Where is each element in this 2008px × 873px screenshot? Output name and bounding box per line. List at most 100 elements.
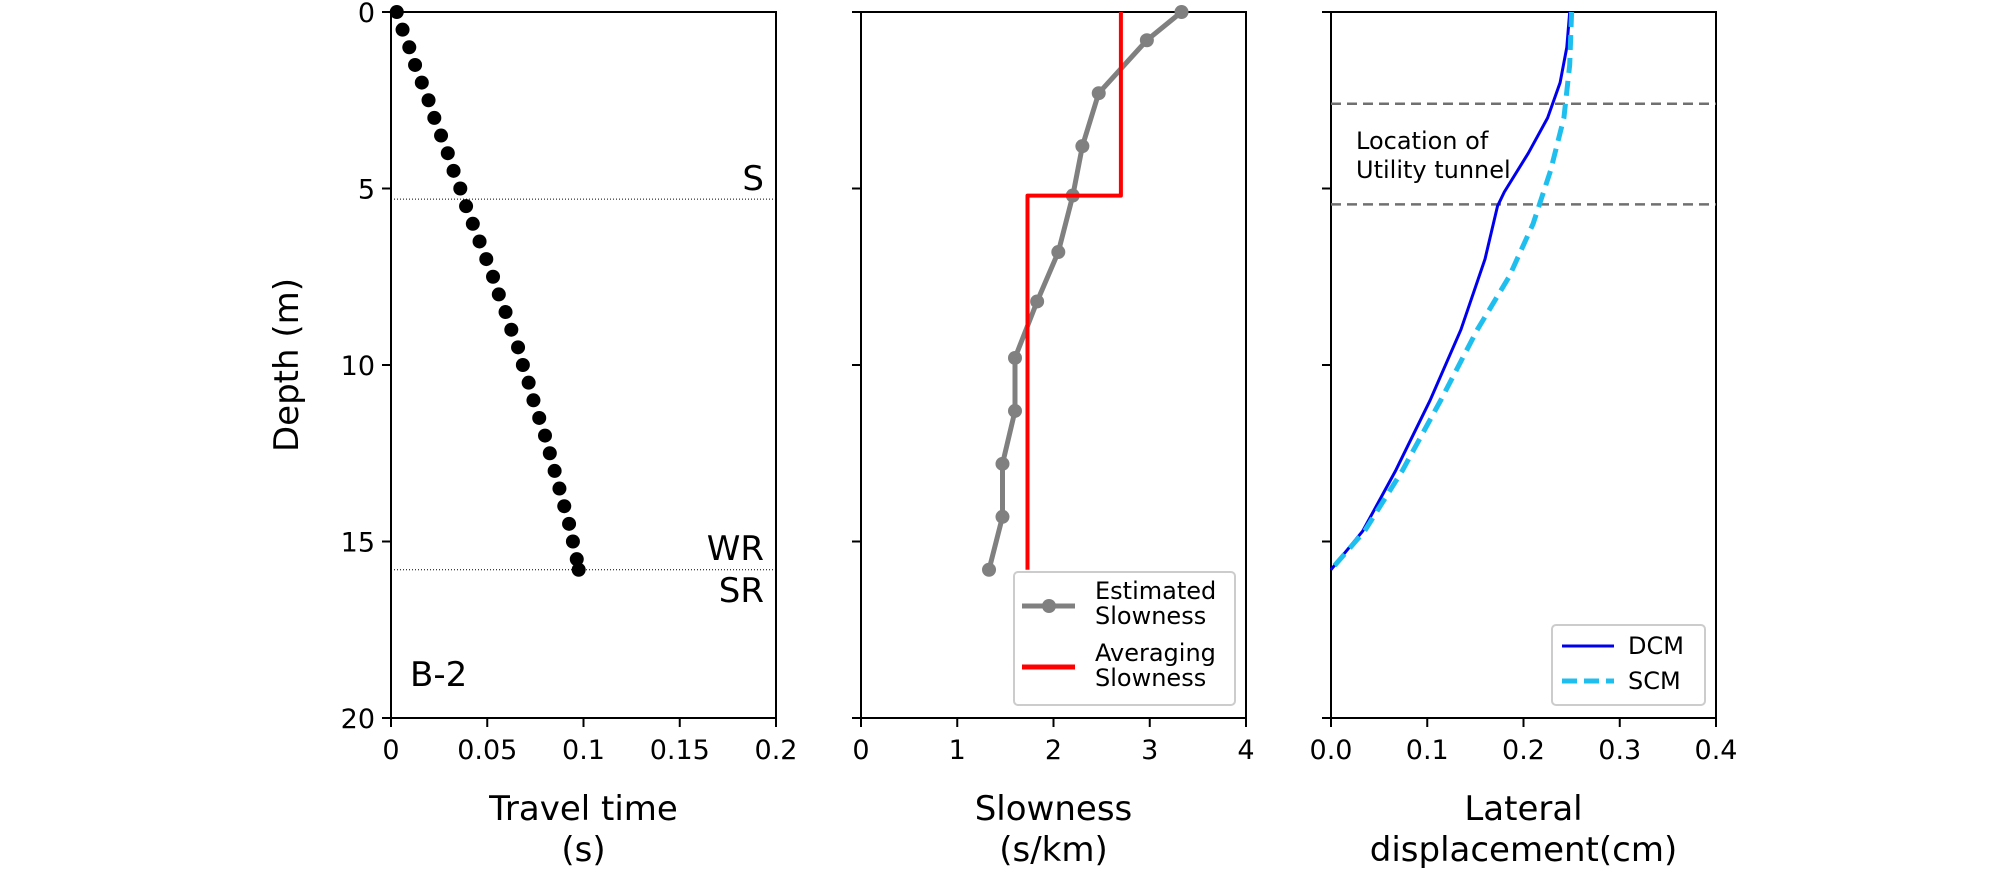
x-tick-label: 0.05 xyxy=(457,735,517,766)
data-point xyxy=(552,481,567,496)
series-line-scm xyxy=(1329,11,1575,572)
series-line-dcm xyxy=(1329,11,1572,571)
panel-1-reference-lines xyxy=(391,198,776,571)
series-line-averaging-slowness xyxy=(1025,12,1123,570)
panel-3-series xyxy=(1329,11,1575,572)
data-point xyxy=(486,269,501,284)
panel-1-x-axis-title: Travel time (s) xyxy=(488,789,678,870)
data-point xyxy=(542,446,557,461)
data-point xyxy=(491,287,506,302)
legend-label-scm: SCM xyxy=(1628,667,1681,695)
data-point xyxy=(511,340,526,355)
x-tick-label: 0.0 xyxy=(1310,735,1353,766)
panel-1-y-ticks: 0 5 10 15 20 xyxy=(341,0,391,735)
y-axis-title: Depth (m) xyxy=(267,278,307,452)
data-point xyxy=(982,562,997,577)
panel-travel-time: 0 0.05 0.1 0.15 0.2 0 5 10 15 20 S WR SR B-2 Tra… xyxy=(267,0,797,870)
data-point xyxy=(453,181,468,196)
data-point xyxy=(557,499,572,514)
panel-3-x-ticks: 0.0 0.1 0.2 0.3 0.4 xyxy=(1310,718,1738,766)
data-point xyxy=(1075,139,1090,154)
data-point xyxy=(414,75,429,90)
data-point xyxy=(408,57,423,72)
data-point xyxy=(479,252,494,267)
series-line-estimated-slowness xyxy=(986,10,1184,571)
x-tick-label: 0 xyxy=(852,735,869,766)
data-point xyxy=(526,393,541,408)
y-tick-label: 10 xyxy=(341,351,375,382)
annotation-utility-tunnel: Location of Utility tunnel xyxy=(1356,127,1511,184)
y-tick-label: 20 xyxy=(341,704,375,735)
legend-marker-estimated xyxy=(1042,599,1056,613)
data-point xyxy=(521,375,536,390)
data-point xyxy=(1091,86,1106,101)
data-point xyxy=(395,22,410,37)
y-tick-label: 0 xyxy=(358,0,375,29)
panel-2-legend: Estimated Slowness Averaging Slowness xyxy=(1013,571,1236,706)
x-tick-label: 2 xyxy=(1045,735,1062,766)
panel-2-x-axis-title: Slowness (s/km) xyxy=(975,789,1133,870)
x-tick-label: 3 xyxy=(1141,735,1158,766)
x-tick-label: 0 xyxy=(382,735,399,766)
panel-2-series xyxy=(982,5,1189,577)
panel-1-x-ticks: 0 0.05 0.1 0.15 0.2 xyxy=(382,718,797,766)
data-point xyxy=(1008,403,1022,418)
data-point xyxy=(440,146,455,161)
data-point xyxy=(571,562,586,577)
data-point xyxy=(472,234,487,249)
x-tick-label: 0.2 xyxy=(755,735,798,766)
data-point xyxy=(1051,245,1066,260)
panel-1-series xyxy=(389,5,586,577)
data-point xyxy=(532,410,547,425)
y-tick-label: 15 xyxy=(341,528,375,559)
data-point xyxy=(569,552,584,567)
annotation-sr: SR xyxy=(719,571,764,611)
x-tick-label: 0.2 xyxy=(1502,735,1545,766)
panel-2-x-ticks: 0 1 2 3 4 xyxy=(852,718,1255,766)
panel-3-reference-lines xyxy=(1331,102,1716,206)
data-point xyxy=(1008,350,1022,365)
x-tick-label: 4 xyxy=(1237,735,1254,766)
data-point xyxy=(565,534,580,549)
data-point xyxy=(1174,5,1189,19)
panel-1-frame xyxy=(390,11,777,719)
x-tick-label: 0.15 xyxy=(650,735,710,766)
data-point xyxy=(421,93,436,108)
x-tick-label: 1 xyxy=(949,735,966,766)
x-tick-label: 0.3 xyxy=(1598,735,1641,766)
panel-2-y-ticks xyxy=(852,11,861,719)
panel-lateral-displacement: 0.0 0.1 0.2 0.3 0.4 Location of Utility tunne… xyxy=(1310,11,1738,870)
x-tick-label: 0.1 xyxy=(1406,735,1449,766)
annotation-b2: B-2 xyxy=(410,655,467,695)
data-point xyxy=(995,456,1010,471)
data-point xyxy=(547,463,562,478)
data-point xyxy=(446,163,461,178)
legend-label-dcm: DCM xyxy=(1628,632,1684,660)
data-point xyxy=(465,216,480,231)
data-point xyxy=(498,305,513,320)
data-point xyxy=(402,40,417,55)
panel-slowness: 0 1 2 3 4 Slowness (s/km) Estimated Slowness A… xyxy=(852,5,1255,870)
y-tick-label: 5 xyxy=(358,175,375,206)
legend-label-estimated: Estimated Slowness xyxy=(1095,577,1216,630)
x-tick-label: 0.1 xyxy=(562,735,605,766)
data-point xyxy=(427,110,442,125)
data-point xyxy=(504,322,519,337)
data-point xyxy=(434,128,449,143)
panel-3-x-axis-title: Lateral displacement(cm) xyxy=(1370,789,1677,870)
data-point xyxy=(389,5,404,19)
data-point xyxy=(459,199,474,214)
data-point xyxy=(515,358,530,372)
panel-3-y-ticks xyxy=(1322,11,1331,719)
panel-3-frame xyxy=(1330,11,1717,719)
annotation-wr: WR xyxy=(707,529,764,569)
data-point xyxy=(995,509,1010,524)
data-point xyxy=(538,428,552,443)
data-point xyxy=(1030,294,1045,309)
panel-3-legend: DCM SCM xyxy=(1551,624,1706,706)
annotation-s: S xyxy=(742,159,764,199)
data-point xyxy=(1139,33,1154,48)
x-tick-label: 0.4 xyxy=(1695,735,1738,766)
data-point xyxy=(562,516,577,531)
